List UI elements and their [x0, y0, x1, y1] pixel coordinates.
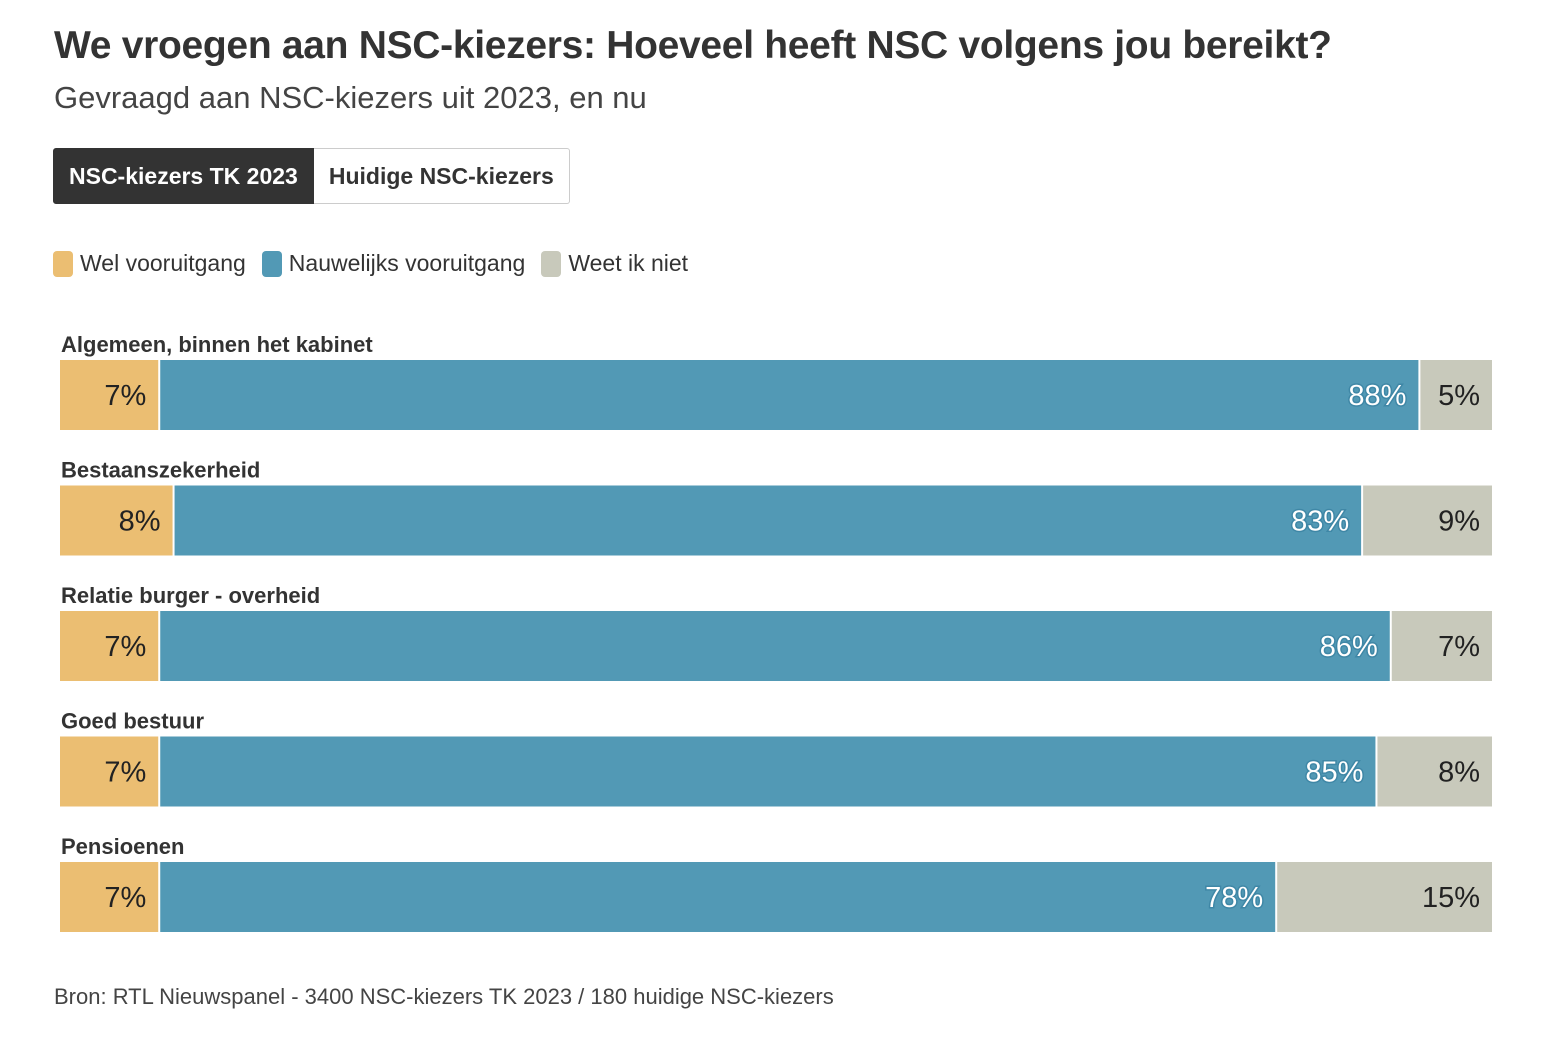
data-label: 7%	[104, 882, 146, 914]
tab-nsc-kiezers-tk-2023[interactable]: NSC-kiezers TK 2023	[53, 148, 314, 204]
legend-item-wel-vooruitgang: Wel vooruitgang	[53, 250, 246, 277]
legend-swatch-wel-vooruitgang	[53, 250, 73, 277]
bar-segment-nauwelijks-vooruitgang	[160, 611, 1390, 681]
data-label: 85%	[1305, 757, 1363, 789]
legend: Wel vooruitgang Nauwelijks vooruitgang W…	[53, 250, 704, 277]
bar-segment-wel-vooruitgang	[60, 611, 159, 681]
legend-label: Weet ik niet	[568, 250, 689, 276]
chart-title: We vroegen aan NSC-kiezers: Hoeveel heef…	[54, 24, 1332, 67]
legend-label: Nauwelijks vooruitgang	[288, 250, 526, 276]
data-label: 7%	[104, 757, 146, 789]
category-label: Pensioenen	[61, 834, 184, 859]
bar-segment-weet-ik-niet	[1363, 485, 1492, 556]
data-label: 78%	[1205, 882, 1263, 914]
bar-segment-weet-ik-niet	[1377, 736, 1492, 807]
legend-label: Wel vooruitgang	[80, 250, 246, 276]
data-label: 5%	[1438, 380, 1480, 412]
group-toggle: NSC-kiezers TK 2023 Huidige NSC-kiezers	[53, 148, 570, 204]
data-label: 7%	[104, 380, 146, 412]
bar-segment-weet-ik-niet	[1277, 862, 1492, 932]
bar-segment-nauwelijks-vooruitgang	[174, 485, 1362, 556]
category-label: Algemeen, binnen het kabinet	[61, 332, 373, 357]
data-label: 88%	[1348, 380, 1406, 412]
bar-segment-weet-ik-niet	[1391, 611, 1492, 681]
data-label: 86%	[1320, 631, 1378, 663]
bar-row-bestaanszekerheid: Bestaanszekerheid 8% 83% 9%	[60, 458, 1492, 556]
chart-subtitle: Gevraagd aan NSC-kiezers uit 2023, en nu	[54, 80, 647, 115]
category-label: Goed bestuur	[61, 709, 204, 734]
data-label: 7%	[104, 631, 146, 663]
bar-row-pensioenen: Pensioenen 7% 78% 15%	[60, 834, 1492, 932]
bar-row-relatie-burger-overheid: Relatie burger - overheid 7% 86% 7%	[60, 583, 1492, 681]
bar-segment-wel-vooruitgang	[60, 485, 173, 556]
legend-swatch-weet-ik-niet	[541, 250, 562, 277]
source-note: Bron: RTL Nieuwspanel - 3400 NSC-kiezers…	[54, 984, 834, 1009]
bar-segment-nauwelijks-vooruitgang	[160, 862, 1276, 932]
legend-item-nauwelijks-vooruitgang: Nauwelijks vooruitgang	[261, 250, 526, 277]
bar-segment-wel-vooruitgang	[60, 862, 159, 932]
bar-segment-nauwelijks-vooruitgang	[160, 360, 1419, 430]
data-label: 7%	[1438, 631, 1480, 663]
data-label: 83%	[1291, 506, 1349, 538]
category-label: Bestaanszekerheid	[61, 458, 260, 483]
legend-item-weet-ik-niet: Weet ik niet	[541, 250, 688, 277]
bar-segment-wel-vooruitgang	[60, 360, 159, 430]
bar-row-goed-bestuur: Goed bestuur 7% 85% 8%	[60, 709, 1492, 807]
bar-row-algemeen-binnen-het-kabinet: Algemeen, binnen het kabinet 7% 88% 5%	[60, 332, 1492, 430]
data-label: 8%	[119, 506, 161, 538]
data-label: 15%	[1422, 882, 1480, 914]
data-label: 9%	[1438, 506, 1480, 538]
data-label: 8%	[1438, 757, 1480, 789]
bar-segment-wel-vooruitgang	[60, 736, 159, 807]
bar-segment-nauwelijks-vooruitgang	[160, 736, 1376, 807]
legend-swatch-nauwelijks-vooruitgang	[261, 250, 282, 277]
category-label: Relatie burger - overheid	[61, 583, 320, 608]
bar-segment-weet-ik-niet	[1420, 360, 1492, 430]
tab-huidige-nsc-kiezers[interactable]: Huidige NSC-kiezers	[313, 148, 570, 204]
